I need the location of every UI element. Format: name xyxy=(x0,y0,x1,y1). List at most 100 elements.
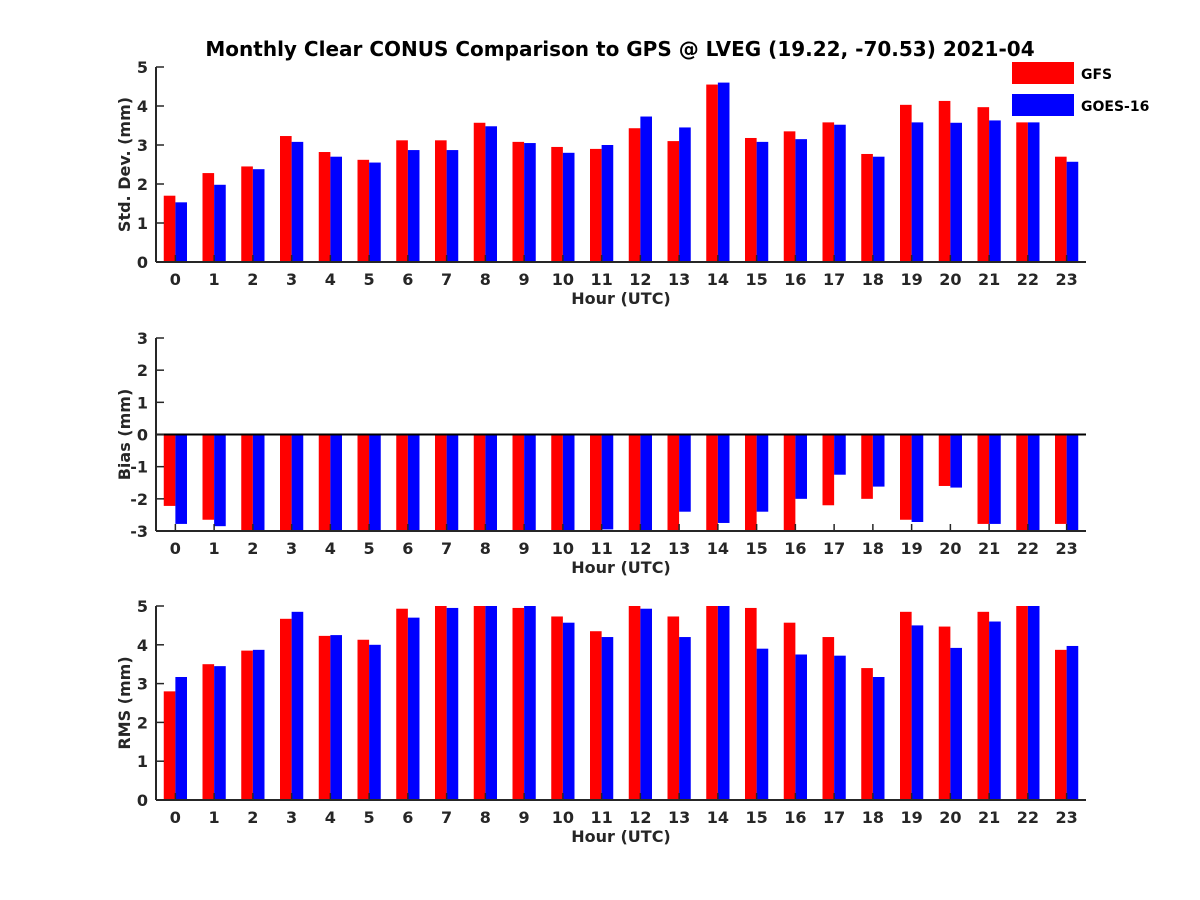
bar-gfs-5 xyxy=(357,639,370,800)
bar-gfs-1 xyxy=(202,664,215,800)
bar-gfs-6 xyxy=(396,608,408,800)
bar-goes-16-23 xyxy=(1066,434,1079,531)
x-tick-label: 6 xyxy=(402,270,413,289)
x-tick-label: 20 xyxy=(939,539,961,558)
x-tick-label: 2 xyxy=(247,270,258,289)
bar-goes-16-7 xyxy=(446,150,459,262)
bar-gfs-14 xyxy=(706,434,718,531)
x-tick-label: 3 xyxy=(286,270,297,289)
x-tick-label: 16 xyxy=(784,808,806,827)
bar-gfs-13 xyxy=(667,141,680,262)
legend-swatch-goes-16 xyxy=(1012,94,1074,116)
bar-gfs-15 xyxy=(745,434,757,531)
bar-goes-16-18 xyxy=(872,434,885,487)
y-tick-label: 4 xyxy=(137,636,148,655)
y-tick-label: 3 xyxy=(137,329,148,348)
x-tick-label: 11 xyxy=(590,539,612,558)
bar-gfs-3 xyxy=(280,136,292,262)
x-tick-label: 6 xyxy=(402,539,413,558)
bar-gfs-9 xyxy=(512,607,525,800)
bar-gfs-5 xyxy=(357,159,370,262)
bar-gfs-22 xyxy=(1016,606,1028,800)
bar-goes-16-5 xyxy=(369,644,381,800)
x-tick-label: 23 xyxy=(1055,270,1077,289)
x-axis-label: Hour (UTC) xyxy=(571,289,671,308)
x-tick-label: 4 xyxy=(325,808,336,827)
bar-goes-16-11 xyxy=(601,145,614,262)
x-tick-label: 22 xyxy=(1017,539,1039,558)
y-axis-label: RMS (mm) xyxy=(115,656,134,749)
bar-goes-16-16 xyxy=(795,654,807,800)
x-axis-label: Hour (UTC) xyxy=(571,827,671,846)
bar-goes-16-1 xyxy=(214,666,226,800)
bar-gfs-4 xyxy=(318,152,331,262)
x-tick-label: 16 xyxy=(784,539,806,558)
x-tick-label: 15 xyxy=(745,270,767,289)
bar-goes-16-15 xyxy=(756,648,769,800)
bar-goes-16-21 xyxy=(989,434,1001,524)
bar-gfs-10 xyxy=(551,146,563,262)
y-tick-label: 5 xyxy=(137,597,148,616)
bar-goes-16-22 xyxy=(1027,122,1040,262)
bar-goes-16-0 xyxy=(175,202,187,262)
x-tick-label: 3 xyxy=(286,808,297,827)
bar-gfs-7 xyxy=(435,140,447,262)
bar-gfs-0 xyxy=(163,434,176,506)
bar-gfs-2 xyxy=(241,650,253,800)
x-tick-label: 1 xyxy=(209,808,220,827)
bar-gfs-21 xyxy=(977,107,990,262)
bar-gfs-22 xyxy=(1016,122,1028,262)
bar-gfs-23 xyxy=(1055,156,1067,262)
x-tick-label: 20 xyxy=(939,270,961,289)
bar-goes-16-2 xyxy=(252,169,265,262)
bar-gfs-17 xyxy=(822,434,835,506)
bar-gfs-22 xyxy=(1016,434,1028,531)
bar-goes-16-3 xyxy=(291,141,304,262)
bar-goes-16-6 xyxy=(407,617,420,800)
y-axis-label: Std. Dev. (mm) xyxy=(115,97,134,232)
bar-gfs-17 xyxy=(822,122,835,262)
bar-gfs-17 xyxy=(822,637,835,800)
bar-goes-16-21 xyxy=(989,621,1001,800)
bar-gfs-14 xyxy=(706,84,718,262)
bar-gfs-21 xyxy=(977,434,990,524)
bar-goes-16-14 xyxy=(717,82,730,262)
x-tick-label: 7 xyxy=(441,270,452,289)
bar-goes-16-19 xyxy=(911,625,924,800)
x-tick-label: 6 xyxy=(402,808,413,827)
x-tick-label: 17 xyxy=(823,270,845,289)
bar-gfs-3 xyxy=(280,618,292,800)
bar-goes-16-23 xyxy=(1066,161,1079,262)
bar-goes-16-14 xyxy=(717,434,730,523)
bar-gfs-9 xyxy=(512,141,525,262)
x-tick-label: 1 xyxy=(209,539,220,558)
bar-gfs-5 xyxy=(357,434,370,531)
bar-gfs-20 xyxy=(938,434,951,486)
x-tick-label: 8 xyxy=(480,270,491,289)
x-tick-label: 1 xyxy=(209,270,220,289)
bar-gfs-1 xyxy=(202,434,215,520)
bar-goes-16-2 xyxy=(252,434,265,531)
bar-goes-16-9 xyxy=(524,143,536,262)
bar-goes-16-8 xyxy=(485,126,497,262)
x-tick-label: 7 xyxy=(441,808,452,827)
y-tick-label: -1 xyxy=(130,458,148,477)
bar-goes-16-9 xyxy=(524,434,536,531)
bar-gfs-19 xyxy=(900,104,912,262)
x-tick-label: 4 xyxy=(325,539,336,558)
bar-gfs-13 xyxy=(667,434,680,531)
bar-gfs-12 xyxy=(628,434,641,531)
bar-gfs-8 xyxy=(473,122,486,262)
bar-gfs-2 xyxy=(241,166,253,262)
bar-gfs-12 xyxy=(628,128,641,262)
y-tick-label: 1 xyxy=(137,393,148,412)
bar-goes-16-1 xyxy=(214,434,226,527)
bar-gfs-8 xyxy=(473,606,486,800)
bar-goes-16-4 xyxy=(330,156,342,262)
x-tick-label: 8 xyxy=(480,539,491,558)
x-tick-label: 18 xyxy=(862,270,884,289)
y-axis-label: Bias (mm) xyxy=(115,389,134,481)
bar-goes-16-19 xyxy=(911,122,924,262)
bar-goes-16-14 xyxy=(717,606,730,800)
